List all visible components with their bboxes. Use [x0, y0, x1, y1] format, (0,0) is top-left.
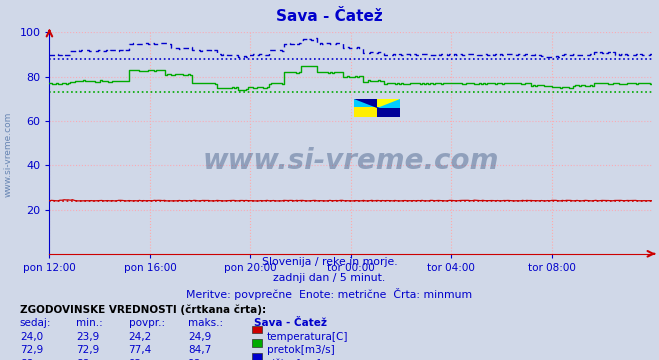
Text: Slovenija / reke in morje.: Slovenija / reke in morje. [262, 257, 397, 267]
Text: Sava - Čatež: Sava - Čatež [276, 9, 383, 24]
Text: višina[cm]: višina[cm] [267, 359, 322, 360]
Text: 24,2: 24,2 [129, 332, 152, 342]
Text: 88: 88 [76, 359, 89, 360]
Text: sedaj:: sedaj: [20, 318, 51, 328]
Text: 72,9: 72,9 [76, 345, 99, 355]
Bar [377, 99, 400, 108]
Text: 23,9: 23,9 [76, 332, 99, 342]
Bar [377, 107, 400, 117]
Text: 92: 92 [129, 359, 142, 360]
Text: Sava - Čatež: Sava - Čatež [254, 318, 327, 328]
Text: min.:: min.: [76, 318, 103, 328]
Text: zadnji dan / 5 minut.: zadnji dan / 5 minut. [273, 273, 386, 283]
Text: povpr.:: povpr.: [129, 318, 165, 328]
Text: www.si-vreme.com: www.si-vreme.com [3, 112, 13, 198]
Text: 98: 98 [188, 359, 201, 360]
Bar [354, 99, 377, 108]
Text: Meritve: povprečne  Enote: metrične  Črta: minmum: Meritve: povprečne Enote: metrične Črta:… [186, 288, 473, 300]
Polygon shape [377, 99, 400, 108]
Text: temperatura[C]: temperatura[C] [267, 332, 349, 342]
Polygon shape [354, 99, 377, 108]
Text: maks.:: maks.: [188, 318, 223, 328]
Text: www.si-vreme.com: www.si-vreme.com [203, 147, 499, 175]
Text: pretok[m3/s]: pretok[m3/s] [267, 345, 335, 355]
Text: 24,9: 24,9 [188, 332, 211, 342]
Text: 88: 88 [20, 359, 33, 360]
Text: 24,0: 24,0 [20, 332, 43, 342]
Text: 77,4: 77,4 [129, 345, 152, 355]
Text: 72,9: 72,9 [20, 345, 43, 355]
Text: ZGODOVINSKE VREDNOSTI (črtkana črta):: ZGODOVINSKE VREDNOSTI (črtkana črta): [20, 304, 266, 315]
Text: 84,7: 84,7 [188, 345, 211, 355]
Bar [354, 107, 377, 117]
